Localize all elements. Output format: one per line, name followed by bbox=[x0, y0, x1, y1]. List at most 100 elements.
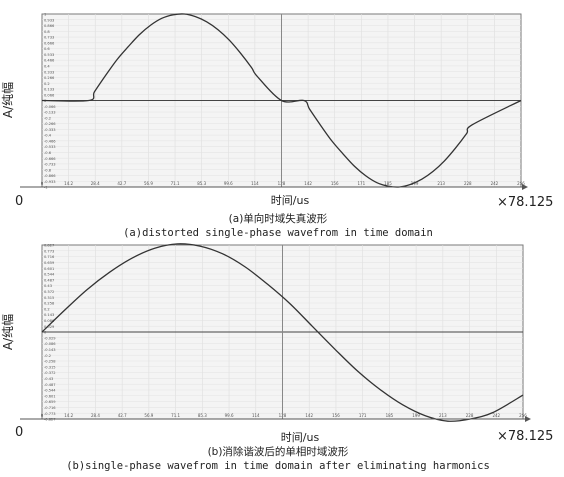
y-tick-label: 0.933 bbox=[44, 18, 54, 22]
x-tick-label: 42.7 bbox=[118, 413, 127, 418]
x-tick-label: 228 bbox=[464, 181, 472, 186]
x-tick-label: 185 bbox=[384, 181, 392, 186]
y-tick-label: 0.733 bbox=[44, 36, 54, 40]
x-tick-label: 156 bbox=[332, 413, 340, 418]
y-tick-label: -0.601 bbox=[44, 394, 56, 398]
x-tick-label: 171 bbox=[359, 413, 367, 418]
x-tick-label: 99.6 bbox=[224, 181, 233, 186]
y-tick-label: 0.8 bbox=[44, 30, 50, 34]
x-tick-label: 28.4 bbox=[91, 413, 100, 418]
x-axis-arrow-a bbox=[522, 184, 528, 190]
y-tick-label: -0.6 bbox=[44, 151, 52, 155]
y-tick-label: -1 bbox=[44, 186, 48, 190]
x-tick-label: 14.2 bbox=[64, 413, 73, 418]
y-tick-label: -0.086 bbox=[44, 342, 56, 346]
x-tick-label: 242 bbox=[491, 181, 499, 186]
y-tick-label: -0.315 bbox=[44, 365, 56, 369]
y-tick-label: -0.487 bbox=[44, 383, 56, 387]
y-tick-label: -0.143 bbox=[44, 348, 56, 352]
y-tick-label: 0.716 bbox=[44, 255, 55, 259]
x-tick-label: 185 bbox=[386, 413, 394, 418]
x-tick-label: 242 bbox=[492, 413, 500, 418]
y-tick-label: 0 bbox=[44, 331, 47, 335]
y-tick-label: 0.544 bbox=[44, 273, 55, 277]
y-tick-label: 0.2 bbox=[44, 307, 50, 311]
x-multiplier-b: ×78.125 bbox=[497, 429, 553, 444]
y-tick-label: 0.601 bbox=[44, 267, 54, 271]
y-tick-label: 0.827 bbox=[44, 244, 54, 248]
y-tick-label: -0.933 bbox=[44, 180, 56, 184]
y-tick-label: -0.716 bbox=[44, 406, 56, 410]
x-axis-label-a: 时间/us bbox=[271, 194, 310, 207]
y-tick-label: -0.2 bbox=[44, 354, 51, 358]
y-tick-label: 0.6 bbox=[44, 47, 50, 51]
x-tick-label: 156 bbox=[331, 181, 339, 186]
y-tick-label: -0.2 bbox=[44, 116, 51, 120]
x-tick-label: 199 bbox=[411, 181, 419, 186]
x-tick-label: 256 bbox=[519, 413, 527, 418]
y-tick-label: -0.029 bbox=[44, 336, 56, 340]
caption-en-a: (a)distorted single-phase wavefrom in ti… bbox=[123, 227, 433, 239]
y-tick-label: 0.029 bbox=[44, 325, 55, 329]
x-tick-label: 0 bbox=[41, 181, 44, 186]
x-axis-arrow-b bbox=[525, 416, 531, 422]
y-tick-label: 0.333 bbox=[44, 70, 54, 74]
y-tick-label: 0.143 bbox=[44, 313, 54, 317]
x-tick-label: 85.3 bbox=[197, 181, 206, 186]
x-tick-label: 213 bbox=[437, 181, 445, 186]
y-tick-label: 0.666 bbox=[44, 41, 55, 45]
y-tick-label: 0.4 bbox=[44, 65, 50, 69]
caption-cn-a: (a)单向时域失真波形 bbox=[229, 212, 328, 225]
y-tick-label: -0.258 bbox=[44, 360, 56, 364]
y-tick-label: -0.544 bbox=[44, 389, 56, 393]
y-tick-label: -0.866 bbox=[44, 174, 56, 178]
y-tick-label: -0.466 bbox=[44, 139, 56, 143]
y-tick-label: -0.733 bbox=[44, 163, 56, 167]
x-tick-label: 56.9 bbox=[144, 181, 153, 186]
y-tick-label: -0.827 bbox=[44, 418, 56, 422]
x-tick-label: 71.1 bbox=[171, 181, 180, 186]
x-tick-label: 85.3 bbox=[198, 413, 207, 418]
caption-cn-b: (b)消除谐波后的单相时域波形 bbox=[208, 445, 349, 458]
x-tick-label: 142 bbox=[305, 413, 313, 418]
x-tick-label: 228 bbox=[466, 413, 474, 418]
x-origin-label-a: 0 bbox=[15, 194, 23, 209]
y-tick-label: 0.533 bbox=[44, 53, 54, 57]
x-tick-label: 114 bbox=[251, 181, 259, 186]
y-tick-label: -0.333 bbox=[44, 128, 56, 132]
y-tick-label: 0.43 bbox=[44, 284, 52, 288]
y-tick-label: 1 bbox=[44, 13, 46, 17]
x-tick-label: 213 bbox=[439, 413, 447, 418]
x-tick-label: 114 bbox=[252, 413, 260, 418]
x-axis-label-b: 时间/us bbox=[281, 431, 320, 444]
x-origin-label-b: 0 bbox=[15, 425, 23, 440]
y-tick-label: 0.266 bbox=[44, 76, 55, 80]
y-tick-label: -0.372 bbox=[44, 371, 56, 375]
x-tick-label: 99.6 bbox=[225, 413, 234, 418]
y-tick-label: -0.4 bbox=[44, 134, 52, 138]
y-tick-label: -0.266 bbox=[44, 122, 56, 126]
y-tick-label: 0.2 bbox=[44, 82, 50, 86]
series-line-a bbox=[41, 13, 522, 188]
x-multiplier-a: ×78.125 bbox=[497, 195, 553, 210]
caption-en-b: (b)single-phase wavefrom in time domain … bbox=[66, 460, 490, 472]
x-tick-label: 171 bbox=[358, 181, 366, 186]
y-tick-label: 0.315 bbox=[44, 296, 54, 300]
y-tick-label: -0.773 bbox=[44, 412, 56, 416]
y-tick-label: 0.372 bbox=[44, 290, 54, 294]
x-tick-label: 28.4 bbox=[91, 181, 100, 186]
y-tick-label: 0.133 bbox=[44, 88, 54, 92]
y-tick-label: -0.066 bbox=[44, 105, 56, 109]
y-tick-label: -0.659 bbox=[44, 400, 56, 404]
y-tick-label: 0.773 bbox=[44, 249, 54, 253]
x-tick-label: 71.1 bbox=[171, 413, 180, 418]
y-tick-label: 0.466 bbox=[44, 59, 55, 63]
y-tick-label: -0.43 bbox=[44, 377, 53, 381]
y-tick-label: -0.8 bbox=[44, 168, 52, 172]
y-tick-label: -0.666 bbox=[44, 157, 56, 161]
x-tick-label: 56.9 bbox=[144, 413, 153, 418]
